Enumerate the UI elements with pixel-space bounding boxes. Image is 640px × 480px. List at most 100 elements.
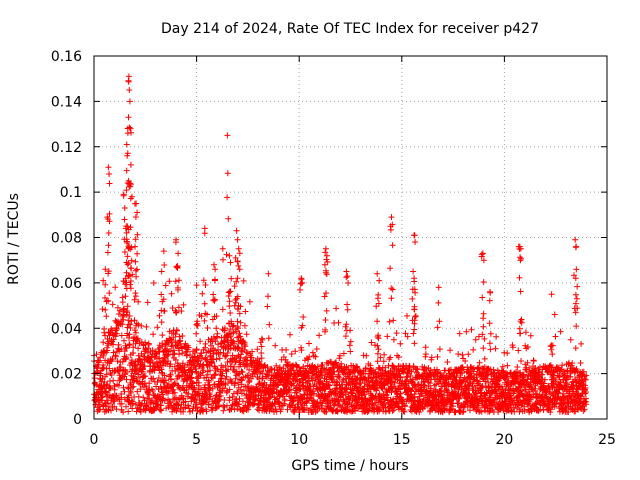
data-point [191, 353, 198, 360]
data-point [434, 324, 441, 331]
data-point [104, 381, 111, 388]
data-point [374, 270, 381, 277]
data-point [227, 310, 234, 316]
data-point [453, 372, 460, 379]
data-point [232, 299, 239, 306]
data-point [134, 209, 141, 216]
data-point [229, 394, 236, 400]
data-point [172, 278, 179, 285]
data-point [327, 388, 334, 395]
data-point [305, 378, 312, 385]
data-point [127, 246, 134, 253]
data-point [559, 362, 566, 369]
data-point [388, 389, 395, 396]
data-point [143, 402, 150, 409]
data-point [130, 350, 137, 357]
data-point [567, 336, 574, 343]
data-point [495, 383, 502, 390]
data-point [393, 330, 400, 337]
data-point [313, 346, 320, 352]
data-point [132, 267, 139, 274]
data-point [219, 306, 226, 313]
data-point [178, 308, 185, 314]
data-point [219, 245, 226, 252]
data-point [118, 346, 125, 353]
data-point [560, 390, 567, 397]
data-point [194, 320, 201, 327]
data-point [376, 277, 383, 284]
data-point [534, 390, 540, 397]
data-point [527, 332, 534, 339]
data-point [373, 303, 380, 310]
data-point [211, 297, 218, 304]
data-point [499, 363, 506, 370]
data-point [374, 318, 381, 325]
data-point [200, 277, 207, 284]
data-point [234, 318, 241, 325]
data-point [517, 257, 524, 264]
data-point [158, 407, 165, 414]
data-point [518, 319, 525, 326]
data-point [573, 266, 580, 273]
data-point [216, 355, 223, 362]
data-point [480, 315, 487, 322]
data-point [323, 267, 329, 274]
data-point [323, 307, 330, 314]
data-point [509, 344, 516, 351]
data-point [134, 231, 141, 238]
data-point [243, 391, 250, 398]
data-point [234, 258, 241, 265]
data-point [110, 341, 116, 348]
data-point [239, 377, 245, 384]
data-point [363, 352, 370, 359]
data-point [167, 348, 174, 355]
data-point [124, 369, 130, 375]
data-point [270, 390, 276, 397]
data-point [111, 397, 118, 404]
data-point [133, 273, 140, 280]
data-point [447, 347, 454, 354]
data-point [176, 277, 182, 284]
data-point [428, 354, 435, 361]
data-point [104, 216, 111, 222]
data-point [476, 359, 483, 366]
x-tick-label: 20 [495, 432, 513, 448]
data-point [197, 338, 204, 345]
data-point [548, 291, 555, 298]
data-point [435, 284, 442, 291]
data-point [487, 330, 494, 337]
data-point [126, 313, 133, 319]
data-point [551, 311, 558, 318]
data-point [135, 345, 142, 352]
data-point [99, 306, 106, 313]
data-point [234, 275, 241, 282]
y-tick-label: 0.06 [51, 276, 82, 292]
data-point [242, 308, 249, 315]
data-point [412, 313, 419, 319]
data-point [492, 345, 499, 352]
data-point [186, 405, 192, 412]
data-point [259, 370, 266, 377]
data-point [375, 346, 382, 353]
data-point [549, 351, 556, 358]
x-axis-label: GPS time / hours [291, 458, 408, 474]
data-point [121, 388, 128, 395]
data-point [583, 401, 590, 408]
data-point [133, 322, 140, 329]
data-point [190, 380, 197, 387]
data-point [409, 295, 416, 302]
data-point [229, 402, 236, 409]
data-point [134, 250, 141, 257]
data-point [272, 342, 279, 349]
data-point [322, 245, 329, 252]
data-point [583, 389, 589, 395]
data-point [344, 301, 351, 308]
data-point [402, 330, 409, 337]
data-point [209, 316, 216, 323]
data-point [321, 293, 328, 300]
data-point [105, 242, 112, 249]
data-point [517, 330, 524, 337]
data-point [146, 380, 153, 387]
data-point [352, 408, 358, 414]
data-point [102, 281, 109, 288]
